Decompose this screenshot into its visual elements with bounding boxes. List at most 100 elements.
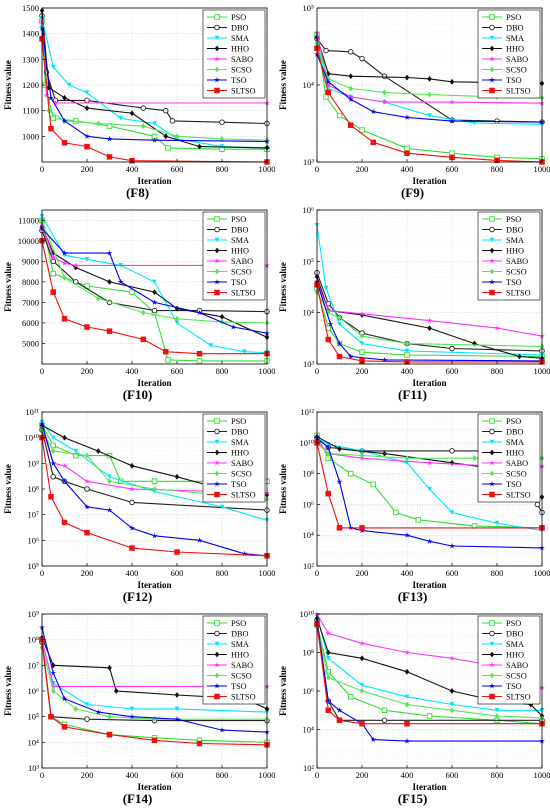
legend-label-sma: SMA xyxy=(231,640,249,649)
y-tick-label: 10⁴ xyxy=(303,80,315,90)
series-tso-point xyxy=(61,117,68,124)
legend-label-tso: TSO xyxy=(506,682,522,691)
x-tick-label: 0 xyxy=(315,366,319,376)
series-dbo-point xyxy=(151,307,158,314)
x-tick-label: 200 xyxy=(356,366,369,376)
series-dbo-point xyxy=(381,717,388,724)
series-sma-point xyxy=(472,120,477,126)
legend-marker-sma xyxy=(489,641,495,647)
legend-marker-sabo xyxy=(214,661,220,668)
series-sltso-point xyxy=(140,336,146,343)
series-sma-line xyxy=(41,640,268,713)
series-sma-point xyxy=(359,682,365,688)
panel-caption: (F14) xyxy=(122,791,153,806)
series-sma-point xyxy=(84,90,90,95)
legend-label-scso: SCSO xyxy=(231,470,252,479)
series-sma-point xyxy=(84,702,90,707)
x-tick-label: 600 xyxy=(446,568,459,578)
y-axis-label: Fitness value xyxy=(278,666,288,716)
chart-svg: 0 200 400 600 800 1000 5000 6000 7000 8000 9000 100… xyxy=(3,209,275,388)
series-hho-point xyxy=(219,313,225,320)
series-sma-point xyxy=(152,121,157,126)
series-sma-point xyxy=(404,348,410,354)
chart-panel-f11: 0 200 400 600 800 1000 10³ 10⁴ 10⁵ 10⁶ Iteration Fi… xyxy=(275,202,550,404)
series-dbo-point xyxy=(449,345,455,352)
legend-marker-sabo xyxy=(214,257,220,264)
legend-marker-hho xyxy=(214,45,220,52)
y-tick-label: 10³ xyxy=(28,763,40,773)
legend-label-pso: PSO xyxy=(506,619,521,628)
series-hho-point xyxy=(163,133,169,140)
x-axis-label: Iteration xyxy=(138,580,172,590)
x-tick-label: 0 xyxy=(315,164,319,174)
grid xyxy=(316,411,543,567)
legend-label-hho: HHO xyxy=(231,247,249,256)
series-sltso-point xyxy=(347,122,354,129)
series-sabo-point xyxy=(325,630,332,636)
series-sltso-point xyxy=(325,490,332,497)
x-tick-label: 400 xyxy=(126,568,139,578)
series-tso-line xyxy=(41,627,268,733)
series-tso-point xyxy=(129,524,135,531)
series-sltso-point xyxy=(359,525,365,531)
series-hho-line xyxy=(41,226,268,338)
y-tick-label: 10⁴ xyxy=(303,725,315,735)
legend-marker-hho xyxy=(214,651,220,658)
legend-box xyxy=(202,413,266,503)
series-hho-point xyxy=(62,434,67,441)
y-tick-label: 10² xyxy=(303,763,315,773)
series-tso-point xyxy=(106,507,113,513)
series-sma-point xyxy=(242,349,247,354)
legend-label-sabo: SABO xyxy=(506,55,528,64)
series-dbo-point xyxy=(84,716,90,722)
series-tso-point xyxy=(106,135,113,142)
series-dbo-point xyxy=(162,107,169,114)
legend-marker-sltso xyxy=(214,289,220,296)
series-tso-point xyxy=(106,250,113,256)
series-tso-point xyxy=(404,532,410,538)
y-tick-label: 10⁶ xyxy=(28,535,40,545)
series-dbo-point xyxy=(449,448,455,454)
series-hho-point xyxy=(449,78,455,85)
series-sabo-point xyxy=(449,655,455,661)
series-tso-point xyxy=(449,117,455,124)
legend-marker-hho xyxy=(214,247,220,254)
legend-label-scso: SCSO xyxy=(231,66,252,75)
series-sma-point xyxy=(323,285,329,291)
series-tso-point xyxy=(370,736,377,743)
y-tick-label: 6000 xyxy=(22,318,39,328)
series-sltso-point xyxy=(174,549,180,555)
series-sltso-point xyxy=(84,324,90,330)
series-sma-point xyxy=(152,279,157,285)
series-pso-point xyxy=(381,707,388,713)
legend-label-tso: TSO xyxy=(506,76,522,85)
series-dbo-point xyxy=(534,501,541,508)
x-tick-label: 0 xyxy=(315,568,319,578)
y-axis-label: Fitness value xyxy=(278,60,288,110)
series-hho-point xyxy=(62,94,67,101)
series-sabo-point xyxy=(43,92,50,98)
x-axis-label: Iteration xyxy=(413,378,447,388)
series-scso-point xyxy=(472,455,477,462)
x-tick-label: 0 xyxy=(40,770,44,780)
y-tick-label: 10⁶ xyxy=(303,499,315,509)
legend-marker-dbo xyxy=(214,24,220,31)
series-scso-point xyxy=(404,455,410,462)
series-tso-point xyxy=(117,278,124,285)
series-hho-point xyxy=(382,450,387,457)
y-tick-label: 10⁶ xyxy=(303,686,315,696)
series-sltso-point xyxy=(50,289,57,295)
legend-label-scso: SCSO xyxy=(506,470,527,479)
x-tick-label: 600 xyxy=(171,568,184,578)
series-sltso-point xyxy=(336,353,343,360)
series-tso-point xyxy=(370,108,377,115)
series-scso-point xyxy=(50,688,56,694)
legend-marker-tso xyxy=(489,278,495,285)
series-dbo-point xyxy=(219,119,225,125)
series-tso-point xyxy=(230,323,237,330)
series-sltso-point xyxy=(129,545,135,551)
series-pso-point xyxy=(72,118,79,124)
series-sabo-point xyxy=(449,98,455,105)
